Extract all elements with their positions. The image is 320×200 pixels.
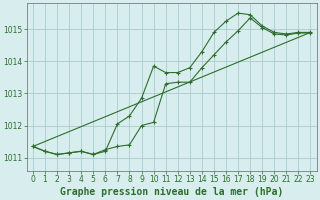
- X-axis label: Graphe pression niveau de la mer (hPa): Graphe pression niveau de la mer (hPa): [60, 186, 283, 197]
